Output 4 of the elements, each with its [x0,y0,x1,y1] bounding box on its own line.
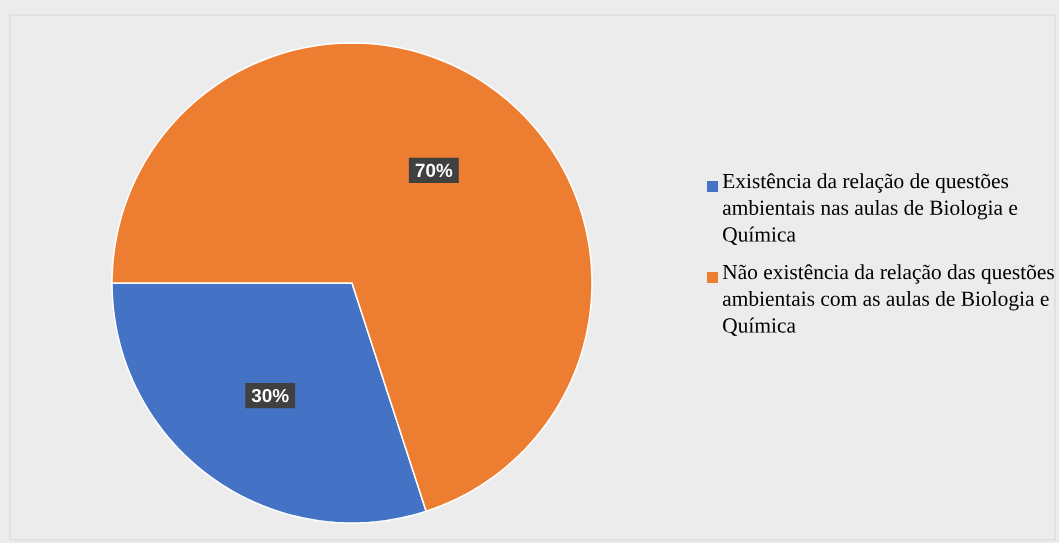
data-label: 70% [415,163,453,178]
data-label: 30% [251,388,289,403]
legend-label: Existência da relação de questões ambientais nas aulas de Biologia e Química [722,173,1018,245]
legend-label: Não existência da relação das questões ambientais com as aulas de Biologia e Química [722,264,1054,336]
